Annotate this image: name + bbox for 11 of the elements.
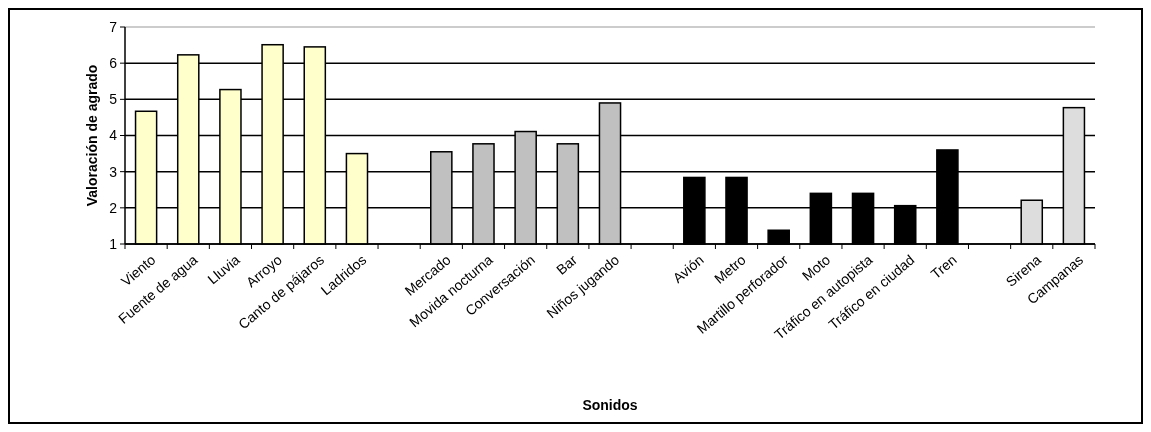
y-tick-label: 4	[109, 127, 118, 144]
y-axis-title: Valoración de agrado	[84, 64, 100, 207]
y-tick-label: 1	[109, 235, 118, 252]
y-tick-label: 7	[109, 18, 118, 35]
x-tick-label: Tren	[927, 251, 960, 282]
y-tick-label: 2	[109, 199, 118, 216]
y-tick-label: 3	[109, 163, 118, 180]
x-tick-label: Bar	[553, 251, 581, 278]
y-tick-label: 6	[109, 55, 118, 72]
y-tick-label: 5	[109, 91, 118, 108]
x-axis-title: Sonidos	[582, 397, 638, 413]
